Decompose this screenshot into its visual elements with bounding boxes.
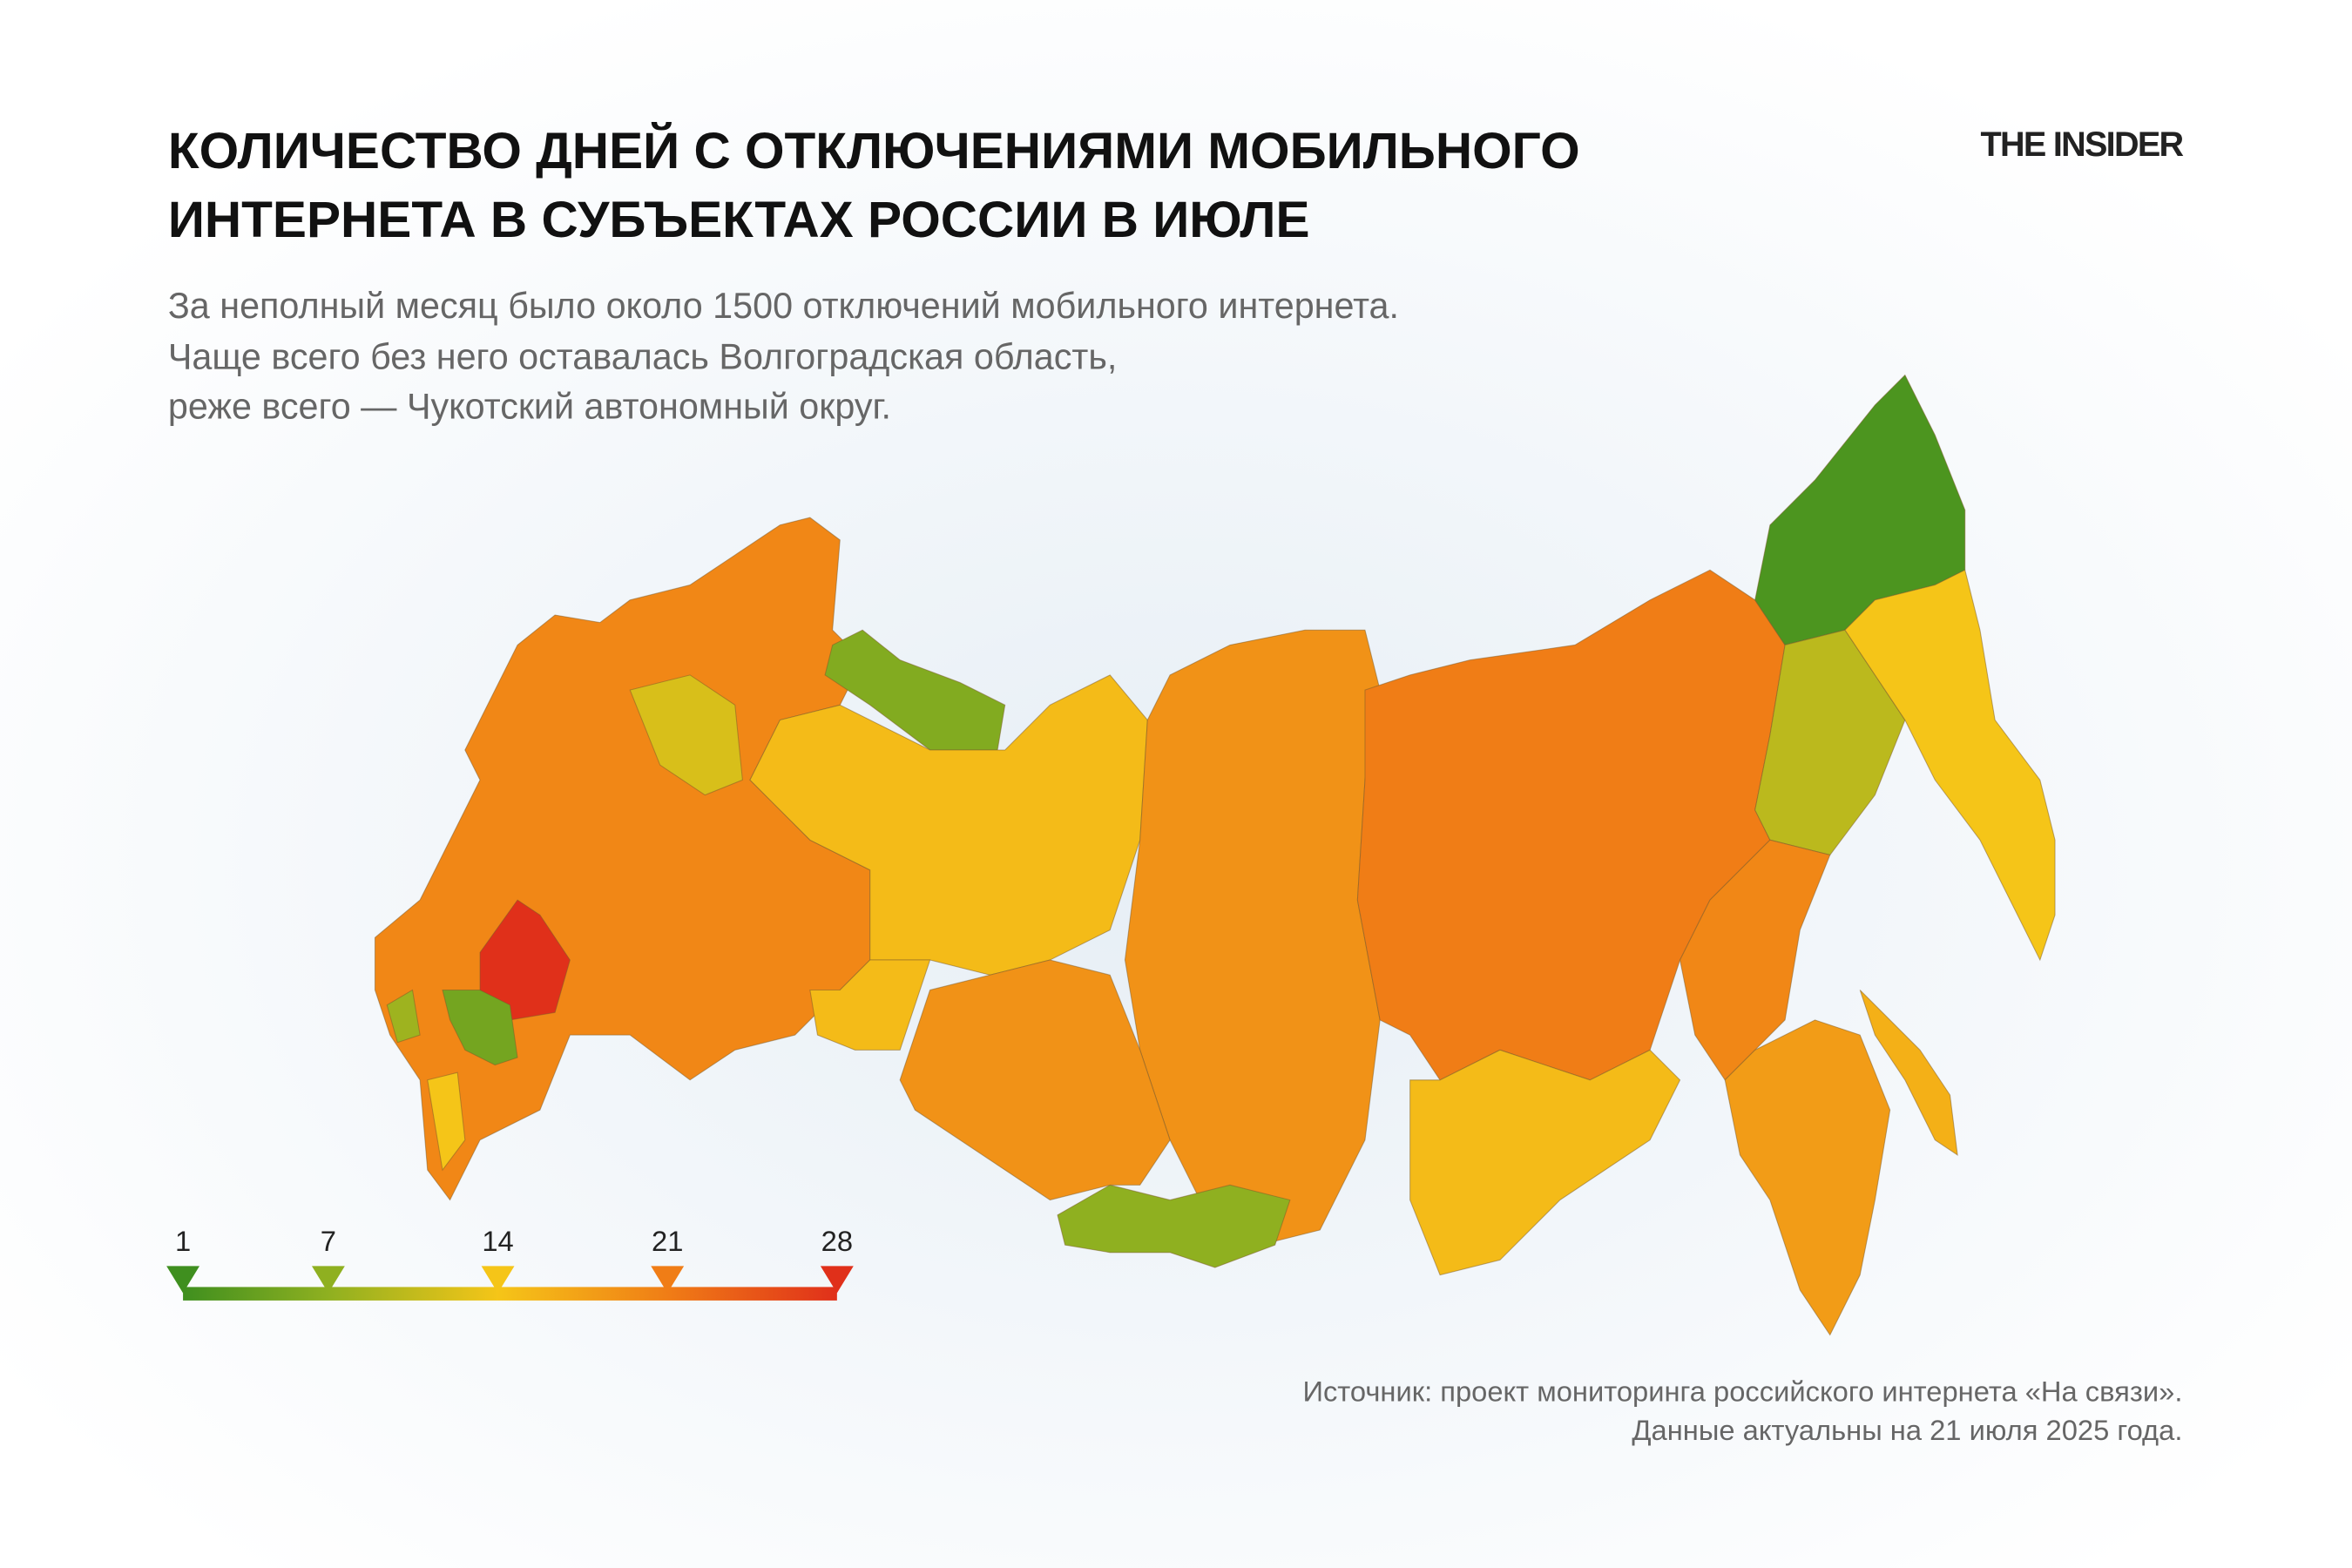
legend-marker — [166, 1266, 200, 1294]
map — [374, 374, 2056, 1336]
region — [629, 674, 743, 796]
region — [1859, 990, 1958, 1156]
legend-bar — [183, 1287, 837, 1301]
region — [427, 1071, 466, 1172]
subtitle: Чаще всего без него оставалась Волгоград… — [168, 337, 1117, 377]
legend-tick-label: 1 — [175, 1225, 191, 1257]
region — [899, 959, 1171, 1201]
legend-tick-label: 21 — [652, 1225, 683, 1257]
region — [442, 989, 518, 1066]
region — [1844, 569, 2056, 962]
region — [809, 959, 931, 1051]
region — [1409, 1049, 1681, 1276]
region — [824, 629, 1006, 751]
region — [1057, 1184, 1291, 1268]
logo: THE INSIDER — [1981, 125, 2184, 164]
legend-tick-label: 14 — [482, 1225, 513, 1257]
subtitle: За неполный месяц было около 1500 отключ… — [168, 286, 1399, 326]
legend-marker — [820, 1266, 854, 1294]
source: Источник: проект мониторинга российского… — [1302, 1375, 2182, 1407]
subtitle: реже всего — Чукотский автономный округ. — [168, 386, 891, 426]
legend-marker — [481, 1266, 515, 1294]
title: ИНТЕРНЕТА В СУБЪЕКТАХ РОССИИ В ИЮЛЕ — [168, 192, 1310, 248]
region — [1724, 1019, 1891, 1336]
source: Данные актуальны на 21 июля 2025 года. — [1632, 1414, 2182, 1446]
title: КОЛИЧЕСТВО ДНЕЙ С ОТКЛЮЧЕНИЯМИ МОБИЛЬНОГ… — [168, 121, 1580, 179]
legend-tick-label: 28 — [821, 1225, 853, 1257]
legend-marker — [311, 1266, 345, 1294]
region — [386, 989, 421, 1044]
legend-tick-label: 7 — [321, 1225, 336, 1257]
legend: 1 7 14 21 28 — [166, 1225, 854, 1301]
legend-marker — [651, 1266, 685, 1294]
